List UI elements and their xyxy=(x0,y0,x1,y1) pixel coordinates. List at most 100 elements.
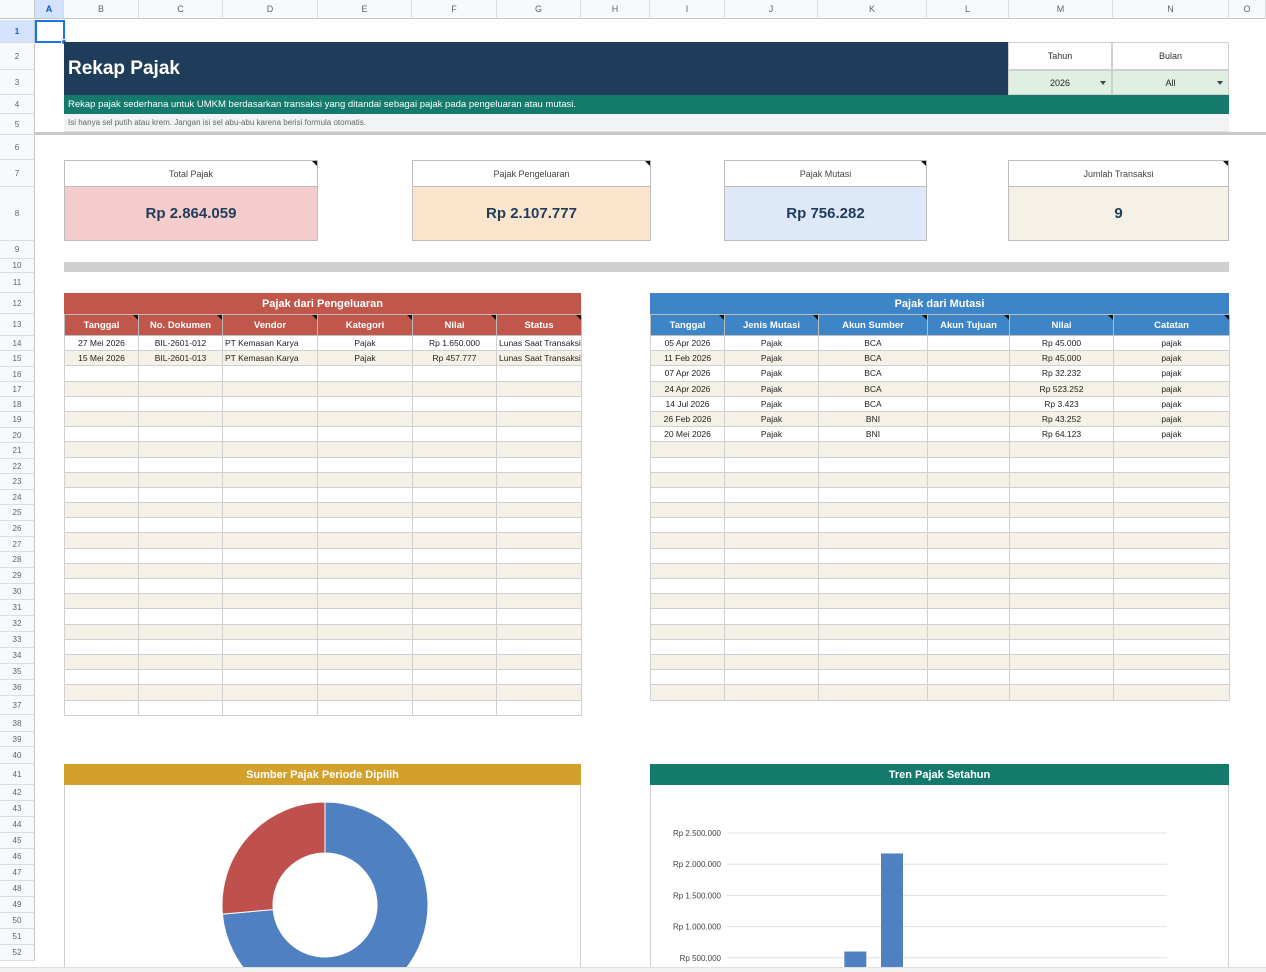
mutation-table-cell[interactable] xyxy=(650,684,725,701)
chevron-down-icon[interactable] xyxy=(1100,81,1106,85)
expense-table-cell[interactable] xyxy=(496,365,582,382)
expense-table-cell[interactable] xyxy=(317,486,413,504)
column-header-m[interactable]: M xyxy=(1009,0,1113,19)
row-header-25[interactable]: 25 xyxy=(0,505,35,521)
expense-table-cell[interactable] xyxy=(412,502,497,519)
expense-table-row[interactable] xyxy=(64,638,582,655)
expense-table-row[interactable]: 15 Mei 2026 BIL-2601-013 PT Kemasan Karya P… xyxy=(64,350,582,367)
mutation-table-cell[interactable] xyxy=(818,547,928,564)
expense-table-cell[interactable] xyxy=(64,395,139,412)
expense-table-cell[interactable] xyxy=(64,593,139,610)
expense-table-cell[interactable] xyxy=(138,669,223,686)
expense-table-row[interactable] xyxy=(64,532,582,549)
mutation-table-row[interactable]: 05 Apr 2026 Pajak BCA Rp 45.000 pajak xyxy=(650,334,1230,352)
mutation-table-row[interactable] xyxy=(650,532,1230,549)
mutation-table-cell[interactable] xyxy=(1009,517,1114,534)
mutation-table-cell[interactable]: Pajak xyxy=(724,410,819,428)
row-header-22[interactable]: 22 xyxy=(0,459,35,474)
expense-table-cell[interactable] xyxy=(138,426,223,443)
row-header-20[interactable]: 20 xyxy=(0,428,35,443)
row-header-12[interactable]: 12 xyxy=(0,293,35,314)
expense-table-cell[interactable] xyxy=(64,456,139,473)
mutation-table-cell[interactable] xyxy=(724,623,819,640)
expense-table-col-header[interactable]: No. Dokumen xyxy=(138,314,223,336)
expense-table-cell[interactable] xyxy=(64,577,139,595)
column-header-n[interactable]: N xyxy=(1113,0,1229,19)
mutation-table-cell[interactable] xyxy=(724,547,819,564)
expense-table-cell[interactable] xyxy=(412,441,497,458)
mutation-table-cell[interactable] xyxy=(818,669,928,686)
expense-table-cell[interactable] xyxy=(412,426,497,443)
row-header-38[interactable]: 38 xyxy=(0,715,35,732)
mutation-table-col-header[interactable]: Tanggal xyxy=(650,314,725,336)
mutation-table-cell[interactable] xyxy=(818,486,928,504)
expense-table-cell[interactable] xyxy=(64,638,139,655)
expense-table-cell[interactable] xyxy=(222,638,318,655)
mutation-table-cell[interactable] xyxy=(724,471,819,488)
mutation-table-row[interactable] xyxy=(650,547,1230,564)
expense-table-cell[interactable] xyxy=(64,699,139,716)
expense-table-cell[interactable] xyxy=(496,410,582,428)
mutation-table-row[interactable] xyxy=(650,517,1230,534)
expense-table-cell[interactable] xyxy=(412,577,497,595)
mutation-table-cell[interactable] xyxy=(650,532,725,549)
mutation-table-row[interactable] xyxy=(650,608,1230,625)
mutation-table-cell[interactable] xyxy=(818,623,928,640)
mutation-table-cell[interactable]: Rp 43.252 xyxy=(1009,410,1114,428)
expense-table-cell[interactable] xyxy=(64,608,139,625)
column-header-o[interactable]: O xyxy=(1229,0,1266,19)
row-header-4[interactable]: 4 xyxy=(0,95,35,114)
row-header-23[interactable]: 23 xyxy=(0,474,35,490)
mutation-table-cell[interactable] xyxy=(1009,502,1114,519)
expense-table-cell[interactable]: PT Kemasan Karya xyxy=(222,350,318,367)
mutation-table-cell[interactable]: 11 Feb 2026 xyxy=(650,350,725,367)
expense-table-col-header[interactable]: Vendor xyxy=(222,314,318,336)
expense-table-cell[interactable] xyxy=(222,456,318,473)
expense-table-row[interactable] xyxy=(64,593,582,610)
expense-table-cell[interactable] xyxy=(222,486,318,504)
year-dropdown[interactable]: 2026 xyxy=(1008,70,1112,95)
mutation-table-cell[interactable] xyxy=(1113,608,1230,625)
mutation-table-cell[interactable] xyxy=(927,350,1010,367)
row-header-48[interactable]: 48 xyxy=(0,881,35,897)
row-header-51[interactable]: 51 xyxy=(0,929,35,945)
mutation-table-cell[interactable]: Rp 3.423 xyxy=(1009,395,1114,412)
mutation-table-cell[interactable]: 20 Mei 2026 xyxy=(650,426,725,443)
expense-table-cell[interactable]: PT Kemasan Karya xyxy=(222,334,318,352)
expense-table-cell[interactable] xyxy=(317,365,413,382)
expense-table-cell[interactable] xyxy=(138,623,223,640)
expense-table-cell[interactable] xyxy=(496,502,582,519)
mutation-table-cell[interactable]: Rp 64.123 xyxy=(1009,426,1114,443)
expense-table-col-header[interactable]: Kategori xyxy=(317,314,413,336)
expense-table-cell[interactable] xyxy=(412,365,497,382)
row-header-32[interactable]: 32 xyxy=(0,616,35,632)
row-header-47[interactable]: 47 xyxy=(0,865,35,881)
mutation-table-cell[interactable] xyxy=(818,502,928,519)
mutation-table-cell[interactable] xyxy=(1009,623,1114,640)
mutation-table-cell[interactable] xyxy=(650,593,725,610)
expense-table-cell[interactable] xyxy=(222,547,318,564)
expense-table-row[interactable] xyxy=(64,365,582,382)
expense-table-cell[interactable] xyxy=(317,623,413,640)
expense-table-cell[interactable] xyxy=(496,669,582,686)
mutation-table-cell[interactable] xyxy=(818,532,928,549)
expense-table-cell[interactable] xyxy=(412,532,497,549)
expense-table-cell[interactable] xyxy=(138,653,223,671)
mutation-table-cell[interactable] xyxy=(1009,532,1114,549)
mutation-table-cell[interactable] xyxy=(818,608,928,625)
row-header-42[interactable]: 42 xyxy=(0,785,35,801)
expense-table-row[interactable] xyxy=(64,547,582,564)
mutation-table-cell[interactable] xyxy=(927,456,1010,473)
mutation-table-cell[interactable] xyxy=(650,547,725,564)
expense-table-cell[interactable] xyxy=(222,608,318,625)
column-header-d[interactable]: D xyxy=(223,0,318,19)
mutation-table-cell[interactable]: pajak xyxy=(1113,350,1230,367)
expense-table-cell[interactable] xyxy=(222,502,318,519)
mutation-table-cell[interactable] xyxy=(927,669,1010,686)
expense-table-cell[interactable] xyxy=(138,395,223,412)
mutation-table-cell[interactable]: BCA xyxy=(818,350,928,367)
mutation-table-cell[interactable] xyxy=(1009,669,1114,686)
expense-table-cell[interactable] xyxy=(222,593,318,610)
mutation-table-cell[interactable] xyxy=(927,532,1010,549)
expense-table-cell[interactable] xyxy=(138,502,223,519)
